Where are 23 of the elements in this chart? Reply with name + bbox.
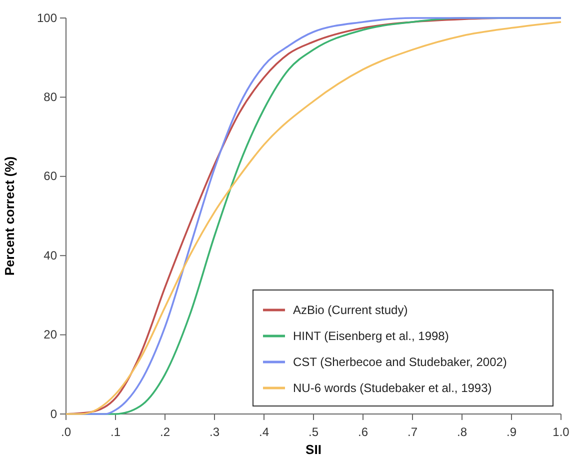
x-tick-label: .7 bbox=[407, 425, 418, 440]
y-tick-label: 60 bbox=[44, 169, 58, 184]
x-axis-title: SII bbox=[306, 442, 322, 457]
x-tick-label: .8 bbox=[456, 425, 468, 440]
y-axis-title: Percent correct (%) bbox=[2, 156, 17, 276]
x-tick-label: .9 bbox=[506, 425, 517, 440]
legend-label: NU-6 words (Studebaker et al., 1993) bbox=[293, 381, 492, 396]
y-tick-label: 0 bbox=[50, 406, 58, 421]
x-tick-label: .0 bbox=[60, 425, 72, 440]
x-tick-label: 1.0 bbox=[552, 425, 570, 440]
legend-label: AzBio (Current study) bbox=[293, 303, 408, 318]
x-tick-label: .5 bbox=[308, 425, 319, 440]
y-tick-label: 20 bbox=[44, 328, 58, 342]
x-tick-label: .4 bbox=[258, 425, 270, 440]
y-tick-label: 80 bbox=[44, 90, 58, 104]
x-tick-label: .3 bbox=[209, 425, 220, 440]
y-tick-label: 100 bbox=[36, 10, 58, 25]
y-tick-label: 40 bbox=[44, 248, 58, 262]
legend-label: HINT (Eisenberg et al., 1998) bbox=[293, 329, 449, 344]
legend-label: CST (Sherbecoe and Studebaker, 2002) bbox=[293, 355, 507, 370]
x-tick-label: .6 bbox=[358, 425, 368, 440]
x-tick-label: .2 bbox=[160, 425, 170, 440]
x-tick-label: .1 bbox=[110, 425, 121, 440]
